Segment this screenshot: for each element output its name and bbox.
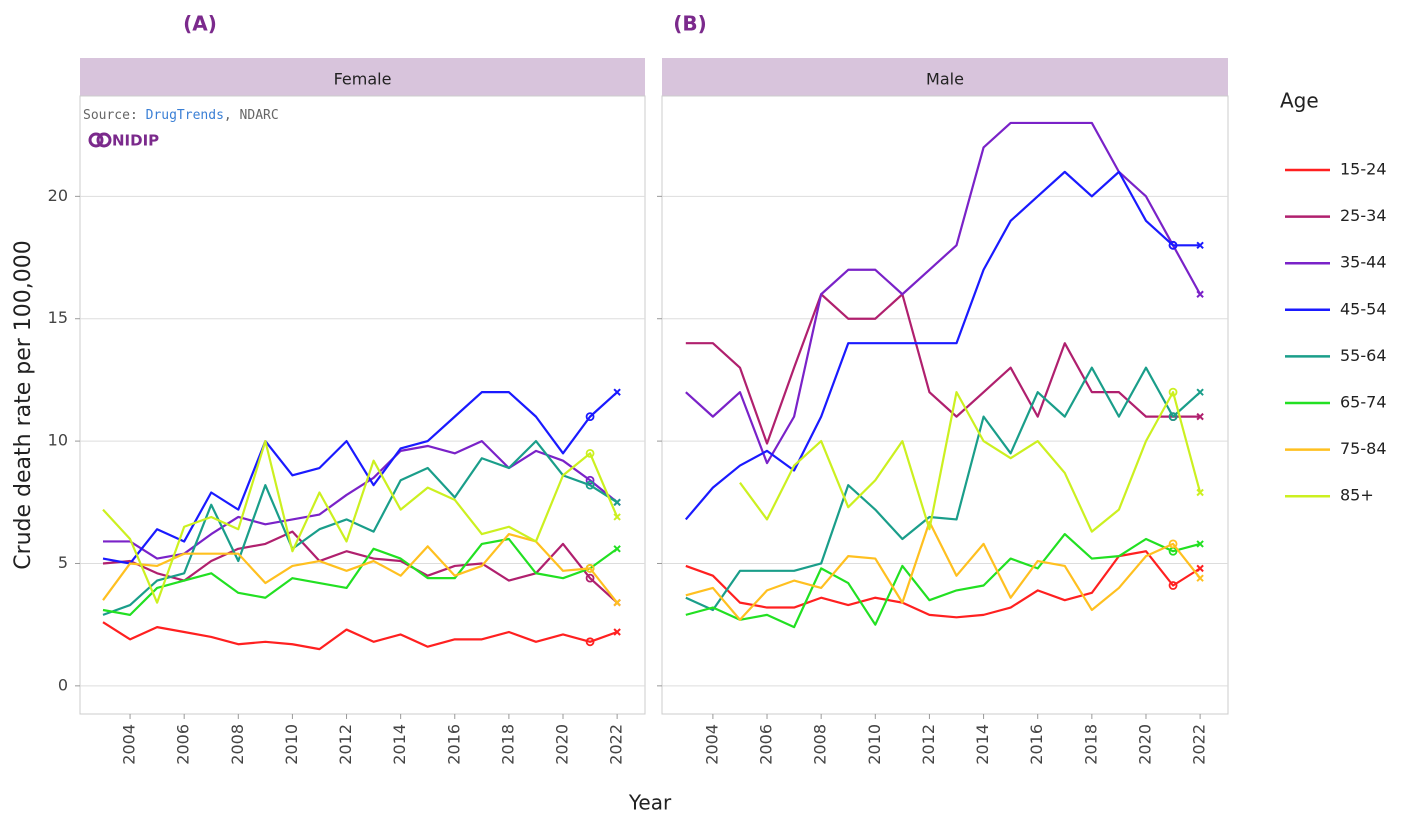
x-tick-label: 2018 bbox=[1081, 724, 1100, 765]
x-tick-label: 2018 bbox=[498, 724, 517, 765]
series-line bbox=[103, 440, 618, 560]
series-line bbox=[685, 366, 1201, 612]
point-marker bbox=[1196, 540, 1204, 548]
point-marker bbox=[1168, 387, 1178, 397]
x-tick-label: 2020 bbox=[1135, 724, 1154, 765]
plot-frame bbox=[79, 95, 646, 715]
series-line bbox=[685, 550, 1201, 619]
point-marker bbox=[1168, 240, 1178, 250]
point-marker bbox=[585, 412, 595, 422]
x-tick-label: 2016 bbox=[444, 724, 463, 765]
point-marker bbox=[1196, 488, 1204, 497]
point-marker bbox=[613, 628, 621, 636]
series-line bbox=[684, 170, 1201, 521]
y-tick-label: 10 bbox=[48, 431, 68, 450]
series-line bbox=[685, 520, 1201, 621]
series-line bbox=[102, 621, 618, 651]
x-tick-label: 2016 bbox=[1027, 724, 1046, 765]
y-tick-label: 5 bbox=[58, 553, 68, 572]
series-line bbox=[102, 440, 618, 616]
x-tick-label: 2010 bbox=[865, 724, 884, 765]
legend-label: 55-64 bbox=[1340, 346, 1387, 365]
strip bbox=[662, 58, 1228, 96]
x-tick-label: 2012 bbox=[919, 724, 938, 765]
point-marker bbox=[585, 573, 595, 583]
x-tick-label: 2004 bbox=[120, 724, 139, 765]
x-tick-label: 2014 bbox=[973, 724, 992, 765]
panel-title: Female bbox=[334, 70, 392, 89]
point-marker bbox=[585, 475, 595, 485]
legend-label: 35-44 bbox=[1340, 253, 1387, 272]
x-tick-label: 2014 bbox=[390, 724, 409, 765]
point-marker bbox=[1168, 581, 1178, 590]
panel-label: (A) bbox=[183, 12, 217, 36]
point-marker bbox=[1196, 564, 1204, 573]
point-marker bbox=[613, 388, 621, 396]
point-marker bbox=[1196, 574, 1204, 582]
series-line bbox=[685, 533, 1201, 629]
series-line bbox=[102, 440, 619, 604]
x-tick-label: 2006 bbox=[757, 724, 776, 765]
point-marker bbox=[1196, 412, 1204, 421]
strip bbox=[80, 58, 645, 96]
x-tick-label: 2020 bbox=[553, 724, 572, 765]
legend-label: 15-24 bbox=[1340, 160, 1387, 179]
point-marker bbox=[585, 480, 595, 490]
legend-label: 85+ bbox=[1340, 486, 1374, 505]
series-line bbox=[685, 293, 1201, 445]
point-marker bbox=[1196, 290, 1204, 298]
legend-label: 65-74 bbox=[1340, 393, 1387, 412]
legend-label: 75-84 bbox=[1340, 439, 1387, 458]
legend-title: Age bbox=[1280, 89, 1319, 113]
x-axis-label: Year bbox=[628, 791, 672, 815]
x-tick-label: 2006 bbox=[174, 724, 193, 765]
point-marker bbox=[1196, 388, 1204, 396]
x-tick-label: 2010 bbox=[282, 724, 301, 765]
point-marker bbox=[1168, 539, 1178, 549]
point-marker bbox=[613, 513, 621, 521]
x-tick-label: 2022 bbox=[1190, 724, 1209, 765]
point-marker bbox=[613, 598, 621, 607]
point-marker bbox=[1168, 412, 1178, 422]
legend-label: 25-34 bbox=[1340, 206, 1387, 225]
x-tick-label: 2012 bbox=[336, 724, 355, 765]
point-marker bbox=[613, 498, 621, 506]
point-marker bbox=[613, 545, 621, 553]
panel-label: (B) bbox=[673, 12, 707, 36]
source-link: DrugTrends bbox=[146, 108, 224, 123]
panels: Female 0 5 10 15 20 2004 2006 2008 2010 2012 2014 20… bbox=[48, 58, 1387, 765]
logo: NIDIP bbox=[112, 132, 159, 150]
point-marker bbox=[585, 637, 595, 647]
point-marker bbox=[585, 563, 595, 573]
series-line bbox=[102, 391, 618, 565]
y-tick-label: 0 bbox=[58, 675, 68, 694]
logo-icon bbox=[88, 132, 112, 148]
y-tick-label: 15 bbox=[48, 308, 68, 327]
source-prefix: Source: bbox=[83, 108, 138, 123]
x-tick-label: 2008 bbox=[228, 724, 247, 765]
y-axis-label: Crude death rate per 100,000 bbox=[11, 240, 36, 570]
point-marker bbox=[585, 448, 595, 458]
source-note: Source: DrugTrends, NDARC bbox=[83, 108, 279, 123]
x-tick-label: 2004 bbox=[702, 724, 721, 765]
series-line bbox=[102, 537, 618, 616]
legend-label: 45-54 bbox=[1340, 299, 1387, 318]
x-tick-label: 2008 bbox=[811, 724, 830, 765]
x-tick-label: 2022 bbox=[607, 724, 626, 765]
series-line bbox=[739, 391, 1202, 533]
point-marker bbox=[1196, 241, 1204, 250]
panel-title: Male bbox=[926, 70, 964, 89]
series-line bbox=[102, 530, 618, 604]
y-tick-label: 20 bbox=[48, 186, 68, 205]
source-suffix: , NDARC bbox=[224, 108, 279, 123]
